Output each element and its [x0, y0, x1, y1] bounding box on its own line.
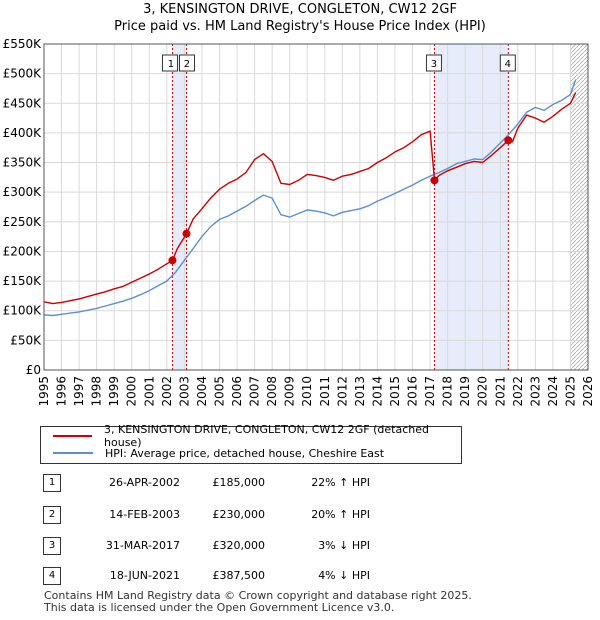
x-tick-label: 2021 — [493, 376, 507, 407]
x-tick-label: 2000 — [125, 376, 139, 407]
transaction-number: 3 — [43, 537, 61, 555]
ownership-shade — [172, 44, 187, 370]
sale-number-box — [499, 54, 516, 72]
y-tick-label: £400K — [3, 126, 43, 140]
y-tick-label: £50K — [10, 333, 42, 347]
x-tick-label: 2020 — [476, 376, 490, 407]
x-tick-label: 2006 — [230, 376, 244, 407]
chart-subtitle: Price paid vs. HM Land Registry's House … — [114, 19, 486, 34]
footer-notice: Contains HM Land Registry data © Crown c… — [44, 590, 472, 614]
forecast-hatch — [570, 44, 588, 370]
x-tick-label: 2007 — [248, 376, 262, 407]
legend-label-property: 3, KENSINGTON DRIVE, CONGLETON, CW12 2GF… — [104, 423, 429, 449]
x-tick-label: 2023 — [528, 376, 542, 407]
x-tick-label: 2004 — [195, 376, 209, 407]
legend-label-hpi: HPI: Average price, detached house, Ches… — [105, 446, 385, 460]
sale-number-box — [161, 54, 178, 72]
x-tick-label: 1998 — [90, 376, 104, 407]
x-tick-label: 2005 — [212, 376, 226, 407]
transaction-number: 1 — [43, 474, 61, 492]
transaction-hpi-delta: 3% ↓ HPI — [318, 539, 370, 552]
transaction-price: £185,000 — [212, 476, 266, 489]
transaction-row: 4 18-JUN-2021 £387,500 4% ↓ HPI — [0, 567, 600, 585]
x-tick-label: 2013 — [353, 376, 367, 407]
sale-point — [430, 176, 439, 185]
y-tick-label: £250K — [3, 215, 43, 229]
x-tick-label: 2011 — [318, 376, 332, 407]
x-tick-label: 1999 — [107, 376, 121, 407]
x-tick-label: 2022 — [511, 376, 525, 407]
y-tick-label: £0 — [26, 363, 41, 377]
x-tick-label: 2010 — [300, 376, 314, 407]
x-tick-label: 2002 — [160, 376, 174, 407]
transaction-date: 26-APR-2002 — [108, 476, 180, 489]
transaction-hpi-delta: 4% ↓ HPI — [318, 569, 370, 582]
sale-number-box — [425, 54, 442, 72]
y-tick-label: £550K — [3, 37, 43, 51]
y-tick-label: £200K — [3, 244, 43, 258]
x-tick-label: 2026 — [581, 376, 595, 407]
y-tick-label: £500K — [3, 67, 43, 81]
sale-number-label: 4 — [505, 59, 511, 70]
x-tick-label: 2025 — [563, 376, 577, 407]
x-tick-label: 2014 — [370, 376, 384, 407]
plot-frame — [43, 43, 589, 371]
chart-title: 3, KENSINGTON DRIVE, CONGLETON, CW12 2GF — [143, 2, 457, 17]
transaction-number: 2 — [43, 506, 61, 524]
transaction-row: 3 31-MAR-2017 £320,000 3% ↓ HPI — [0, 537, 600, 555]
x-tick-label: 1996 — [55, 376, 69, 407]
x-tick-label: 2016 — [406, 376, 420, 407]
y-tick-label: £100K — [3, 304, 43, 318]
legend-item-hpi: HPI: Average price, detached house, Ches… — [41, 445, 384, 461]
transaction-price: £320,000 — [212, 539, 266, 552]
legend-item-property: 3, KENSINGTON DRIVE, CONGLETON, CW12 2GF… — [41, 423, 461, 449]
x-tick-label: 2015 — [388, 376, 402, 407]
transaction-hpi-delta: 22% ↑ HPI — [311, 476, 370, 489]
transaction-price: £387,500 — [212, 569, 266, 582]
x-tick-label: 2009 — [283, 376, 297, 407]
y-tick-label: £450K — [3, 96, 43, 110]
transaction-number: 4 — [43, 567, 61, 585]
sale-point — [182, 229, 191, 238]
sale-number-label: 1 — [168, 59, 174, 70]
transaction-row: 2 14-FEB-2003 £230,000 20% ↑ HPI — [0, 506, 600, 524]
y-tick-label: £300K — [3, 185, 43, 199]
x-tick-label: 2019 — [458, 376, 472, 407]
x-tick-label: 2008 — [265, 376, 279, 407]
transaction-price: £230,000 — [212, 508, 266, 521]
sale-number-label: 2 — [184, 59, 190, 70]
x-tick-label: 2012 — [335, 376, 349, 407]
x-tick-label: 1997 — [72, 376, 86, 407]
footer-license: This data is licensed under the Open Gov… — [44, 601, 395, 614]
sale-point — [504, 136, 513, 145]
ownership-shade — [434, 44, 509, 370]
legend-swatch-hpi — [53, 452, 93, 454]
x-tick-label: 2001 — [142, 376, 156, 407]
x-tick-label: 2017 — [423, 376, 437, 407]
x-tick-label: 2003 — [177, 376, 191, 407]
x-tick-label: 2024 — [546, 376, 560, 407]
sale-point — [168, 256, 177, 265]
legend: 3, KENSINGTON DRIVE, CONGLETON, CW12 2GF… — [40, 423, 462, 464]
hpi-line — [43, 79, 577, 317]
footer-copyright: Contains HM Land Registry data © Crown c… — [44, 589, 472, 602]
y-tick-label: £150K — [3, 274, 43, 288]
x-tick-label: 1995 — [37, 376, 51, 407]
property-price-line — [43, 92, 577, 305]
transaction-date: 18-JUN-2021 — [109, 569, 180, 582]
transaction-hpi-delta: 20% ↑ HPI — [311, 508, 370, 521]
transaction-row: 1 26-APR-2002 £185,000 22% ↑ HPI — [0, 474, 600, 492]
transaction-date: 14-FEB-2003 — [109, 508, 180, 521]
legend-swatch-property — [53, 435, 93, 437]
x-tick-label: 2018 — [441, 376, 455, 407]
y-tick-label: £350K — [3, 156, 43, 170]
transaction-date: 31-MAR-2017 — [105, 539, 180, 552]
sale-number-box — [178, 54, 195, 72]
sale-number-label: 3 — [431, 59, 437, 70]
